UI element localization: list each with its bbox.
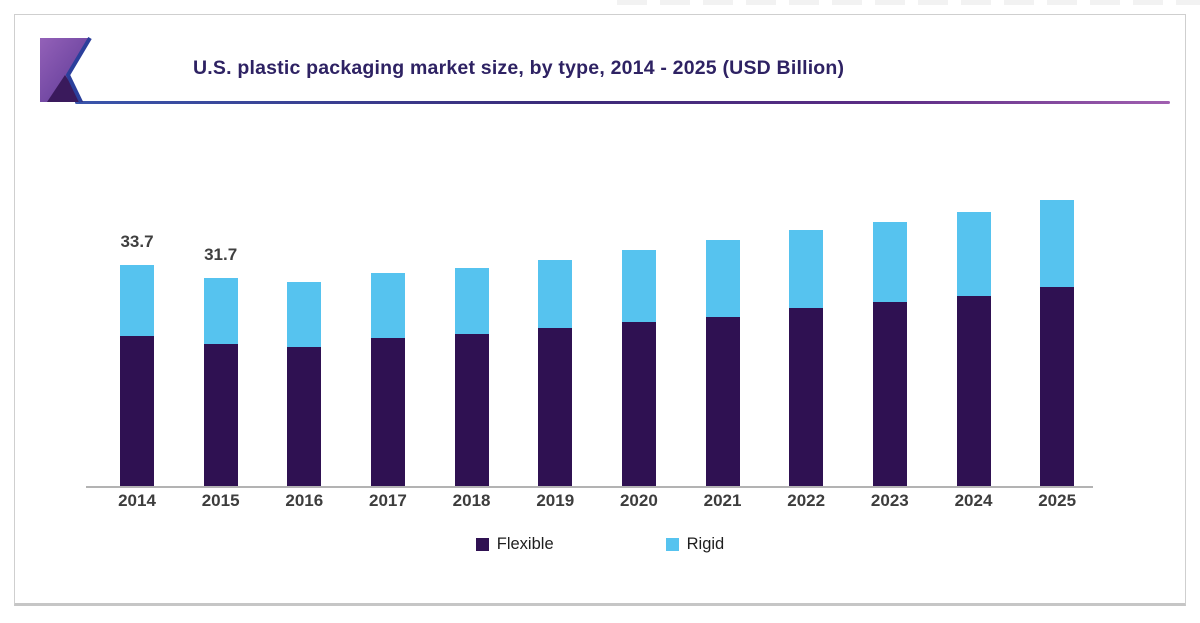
- bar-segment-flexible: [621, 322, 656, 486]
- legend-swatch-icon: [475, 538, 489, 551]
- total-value-label: 31.7: [204, 245, 238, 265]
- bar-segment-flexible: [287, 346, 322, 486]
- legend-item-flexible: Flexible: [475, 535, 554, 554]
- bar-segment-rigid: [705, 240, 740, 317]
- stacked-bar-2017: [370, 272, 405, 486]
- bar-segment-rigid: [538, 259, 573, 328]
- bar-segment-flexible: [538, 327, 573, 486]
- legend-label: Rigid: [686, 535, 725, 553]
- x-tick-label: 2022: [787, 491, 826, 510]
- bar-segment-rigid: [621, 249, 656, 322]
- stacked-bar-2019: [538, 259, 573, 486]
- x-tick-label: 2015: [201, 491, 240, 510]
- bar-segment-rigid: [203, 278, 238, 345]
- stacked-bar-2014: [120, 264, 154, 486]
- x-tick-label: 2025: [1038, 491, 1077, 510]
- bar-segment-flexible: [370, 337, 405, 486]
- bar-segment-rigid: [789, 230, 824, 309]
- ribbon-logo-icon: [40, 37, 92, 103]
- bar-segment-rigid: [370, 272, 405, 338]
- stacked-bar-2016: [287, 281, 322, 486]
- stacked-bar-2024: [956, 211, 991, 486]
- bar-segment-rigid: [1040, 199, 1075, 288]
- header-rule-divider: [75, 101, 1170, 104]
- x-tick-label: 2014: [118, 491, 156, 510]
- x-tick-label: 2016: [285, 491, 324, 510]
- bar-segment-flexible: [120, 335, 154, 486]
- x-tick-label: 2021: [703, 491, 742, 510]
- stacked-bar-2020: [621, 249, 656, 486]
- chart-card: U.S. plastic packaging market size, by t…: [14, 14, 1186, 606]
- stacked-bar-2018: [454, 267, 489, 486]
- bar-segment-flexible: [705, 316, 740, 486]
- chart-legend: Flexible Rigid: [15, 535, 1185, 554]
- bar-segment-flexible: [1040, 287, 1075, 486]
- bar-segment-flexible: [203, 344, 238, 486]
- legend-item-rigid: Rigid: [665, 535, 725, 554]
- plot-area: 33.7 2014 31.7 2015 2016 2017 2018 2019 2020 2021…: [86, 115, 1093, 510]
- bar-segment-flexible: [872, 302, 907, 486]
- bar-segment-flexible: [454, 333, 489, 486]
- total-value-label: 33.7: [120, 231, 154, 251]
- x-tick-label: 2023: [870, 491, 909, 510]
- bar-segment-rigid: [120, 264, 154, 336]
- stacked-bar-2022: [789, 230, 824, 486]
- legend-swatch-icon: [665, 538, 679, 551]
- x-tick-label: 2024: [954, 491, 993, 510]
- bar-segment-rigid: [956, 211, 991, 296]
- bar-segment-flexible: [789, 308, 824, 486]
- x-tick-label: 2019: [536, 491, 575, 510]
- top-dashed-strip: [617, 0, 1200, 5]
- legend-label: Flexible: [496, 535, 554, 553]
- stacked-bar-2015: [203, 278, 238, 486]
- bar-segment-rigid: [287, 281, 322, 347]
- bar-segment-rigid: [454, 267, 489, 334]
- bar-segment-rigid: [872, 222, 907, 303]
- stacked-bar-2021: [705, 240, 740, 486]
- x-tick-label: 2017: [369, 491, 407, 510]
- chart-title: U.S. plastic packaging market size, by t…: [193, 57, 845, 79]
- stacked-bar-2025: [1040, 199, 1075, 486]
- bar-segment-flexible: [956, 295, 991, 486]
- x-tick-label: 2020: [619, 491, 658, 510]
- stacked-bar-2023: [872, 222, 907, 486]
- x-tick-label: 2018: [452, 491, 491, 510]
